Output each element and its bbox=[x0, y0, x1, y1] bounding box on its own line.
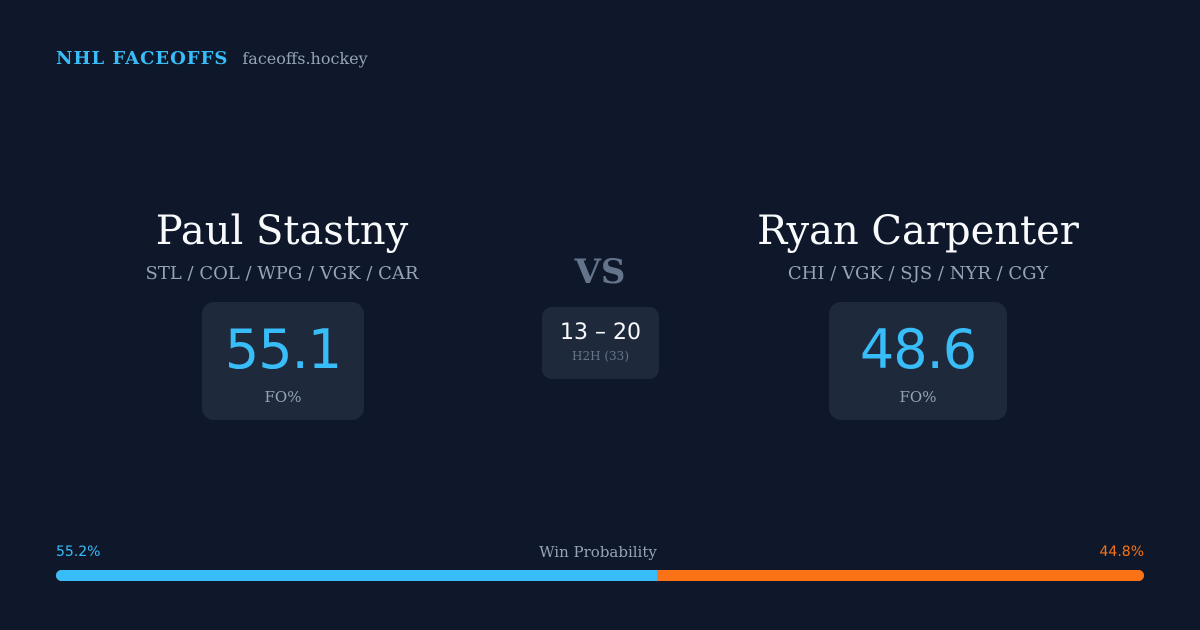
player-right-fo-label: FO% bbox=[899, 388, 937, 406]
win-probability-left-label: 55.2% bbox=[56, 544, 101, 560]
player-left-stat-box: 55.1 FO% bbox=[202, 302, 364, 420]
brand-site: faceoffs.hockey bbox=[242, 49, 368, 68]
brand-name: NHL FACEOFFS bbox=[56, 48, 229, 69]
player-left-fo-label: FO% bbox=[264, 388, 302, 406]
player-right-fo-pct: 48.6 bbox=[859, 318, 977, 381]
player-right: Ryan Carpenter CHI / VGK / SJS / NYR / C… bbox=[688, 205, 1148, 284]
player-left-name: Paul Stastny bbox=[155, 208, 409, 254]
win-probability-bar-left bbox=[56, 570, 657, 581]
player-left: Paul Stastny STL / COL / WPG / VGK / CAR bbox=[52, 205, 512, 284]
h2h-box: 13 – 20 H2H (33) bbox=[542, 307, 659, 379]
brand-header: NHL FACEOFFS faceoffs.hockey bbox=[56, 48, 368, 69]
vs-label: VS bbox=[574, 252, 626, 292]
player-left-fo-pct: 55.1 bbox=[224, 318, 342, 381]
win-probability-bar-right bbox=[656, 570, 1144, 581]
player-right-teams: CHI / VGK / SJS / NYR / CGY bbox=[787, 263, 1049, 284]
h2h-label: H2H (33) bbox=[571, 349, 629, 363]
win-probability-title: Win Probability bbox=[539, 543, 657, 561]
player-right-name: Ryan Carpenter bbox=[757, 208, 1079, 254]
win-probability-bar bbox=[56, 570, 1144, 581]
player-right-stat-box: 48.6 FO% bbox=[829, 302, 1007, 420]
player-left-teams: STL / COL / WPG / VGK / CAR bbox=[145, 263, 419, 284]
win-probability-right-label: 44.8% bbox=[1099, 544, 1144, 560]
h2h-score: 13 – 20 bbox=[560, 320, 641, 345]
